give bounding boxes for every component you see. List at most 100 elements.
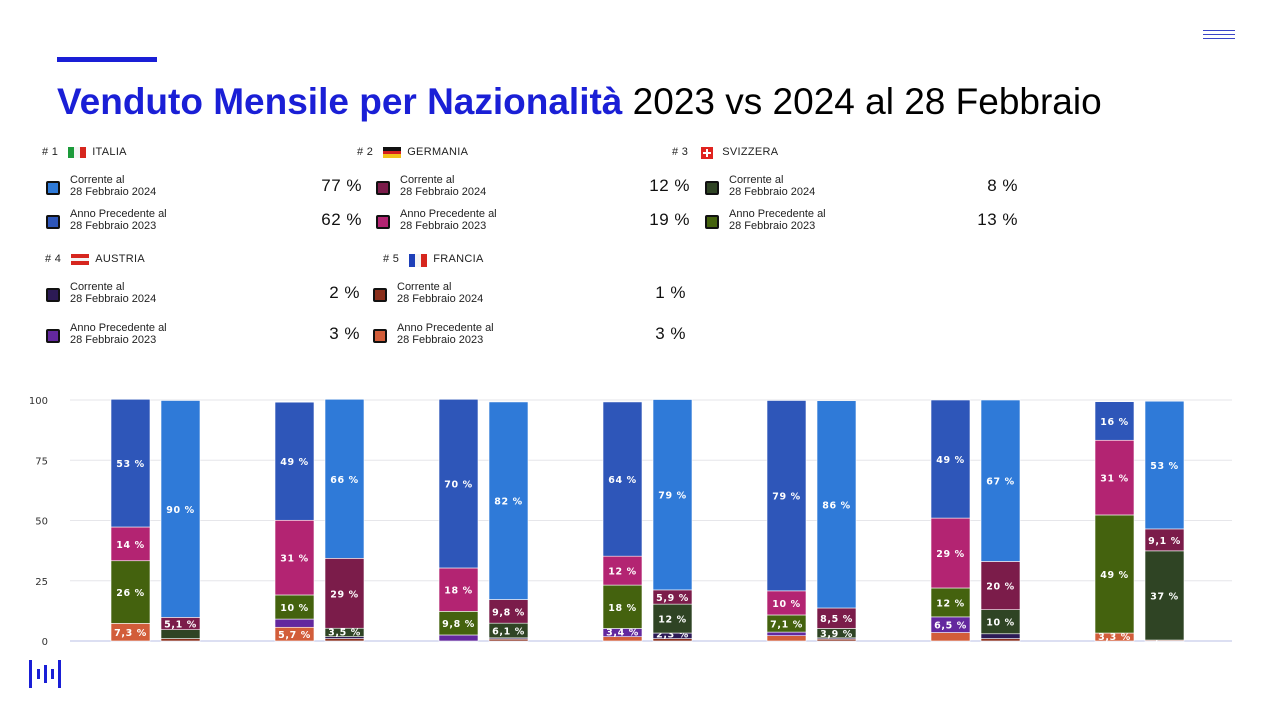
data-label: 14 % [116,540,144,551]
y-tick-label: 75 [35,456,48,467]
y-tick-label: 100 [29,396,48,407]
bar-segment [980,609,1021,635]
legend-label: Anno Precedente al 28 Febbraio 2023 [729,208,826,232]
legend-value: 1 % [655,283,686,302]
data-label: 3,5 % [328,628,361,639]
legend-value: 3 % [655,324,686,343]
menu-icon[interactable] [1203,30,1235,42]
flag-italy-icon [68,146,87,158]
data-label: 53 % [116,459,144,470]
bar-segment [160,629,201,639]
data-label: 70 % [444,480,472,491]
legend-entry-current: Corrente al 28 Febbraio 2024 77 % [46,174,362,204]
legend-swatch [373,329,387,343]
legend-rank: # 2 [357,146,374,158]
bar-segment [1094,439,1135,516]
legend-country-name: AUSTRIA [95,253,145,265]
bar-segment [930,517,971,589]
legend-value: 62 % [321,210,362,229]
flag-switzerland-icon [698,146,716,159]
legend-value: 2 % [329,283,360,302]
data-label: 6,1 % [492,627,525,638]
brand-logo [29,660,61,688]
data-label: 26 % [116,588,144,599]
legend-country-svizzera: # 3 SVIZZERA [672,146,779,159]
bar-segment [438,567,479,612]
data-label: 16 % [1100,417,1128,428]
legend-label: Corrente al 28 Febbraio 2024 [70,174,157,198]
legend-swatch [46,215,60,229]
title-accent-bar [57,57,157,62]
data-label: 64 % [608,475,636,486]
page-title: Venduto Mensile per Nazionalità 2023 vs … [57,80,1102,124]
legend-value: 8 % [987,176,1018,195]
data-label: 12 % [608,567,636,578]
data-label: 29 % [330,589,358,600]
bar-segment [160,638,201,642]
bar-segment [652,603,693,634]
bar-segment [980,399,1021,562]
flag-france-icon [409,253,428,267]
bar-segment [110,560,151,624]
data-label: 79 % [772,492,800,503]
bar-segment [980,561,1021,610]
legend-rank: # 3 [672,146,689,158]
bar-segment [930,587,971,618]
legend-swatch [46,329,60,343]
legend-value: 77 % [321,176,362,195]
bar-segment [602,555,643,586]
data-label: 86 % [822,500,850,511]
bar-segment [602,584,643,629]
data-label: 49 % [1100,570,1128,581]
data-label: 12 % [936,598,964,609]
bar-segment [766,590,807,616]
data-label: 31 % [280,554,308,565]
data-label: 3,9 % [820,629,853,640]
data-label: 37 % [1150,591,1178,602]
data-label: 18 % [444,586,472,597]
legend-swatch [376,181,390,195]
legend-entry-current: Corrente al 28 Febbraio 2024 1 % [373,281,686,311]
data-label: 6,5 % [934,621,967,632]
bar-segment [1144,550,1185,641]
legend-swatch [46,181,60,195]
flag-germany-icon [383,146,402,158]
data-label: 66 % [330,475,358,486]
legend-entry-previous: Anno Precedente al 28 Febbraio 2023 62 % [46,208,362,238]
legend-entry-current: Corrente al 28 Febbraio 2024 2 % [46,281,360,311]
bar-segment [1144,400,1185,530]
data-label: 7,1 % [770,620,803,631]
data-label: 9,1 % [1148,536,1181,547]
data-label: 12 % [658,615,686,626]
legend-label: Anno Precedente al 28 Febbraio 2023 [397,322,494,346]
data-label: 3,4 % [606,628,639,639]
legend-country-name: SVIZZERA [722,146,779,158]
legend-entry-previous: Anno Precedente al 28 Febbraio 2023 19 % [376,208,690,238]
legend-swatch [376,215,390,229]
bar-segment [1094,401,1135,441]
data-label: 18 % [608,603,636,614]
data-label: 20 % [986,582,1014,593]
legend-label: Anno Precedente al 28 Febbraio 2023 [400,208,497,232]
bar-segment [766,400,807,592]
bar-segment [324,638,365,642]
data-label: 79 % [658,491,686,502]
data-label: 49 % [280,457,308,468]
bar-segment [274,401,315,521]
legend-country-name: GERMANIA [407,146,469,158]
bar-segment [488,401,529,600]
legend-country-name: ITALIA [92,146,127,158]
bar-segment [324,558,365,629]
bar-segment [930,632,971,642]
legend-rank: # 5 [383,253,400,265]
data-label: 9,8 % [442,619,475,630]
legend-label: Anno Precedente al 28 Febbraio 2023 [70,208,167,232]
data-label: 5,7 % [278,630,311,641]
bar-segment [1094,514,1135,634]
title-bold: Venduto Mensile per Nazionalità [57,81,623,122]
legend-entry-current: Corrente al 28 Febbraio 2024 12 % [376,174,690,204]
flag-austria-icon [71,253,90,265]
data-label: 49 % [936,455,964,466]
legend-country-name: FRANCIA [433,253,484,265]
title-rest: 2023 vs 2024 al 28 Febbraio [622,81,1102,122]
